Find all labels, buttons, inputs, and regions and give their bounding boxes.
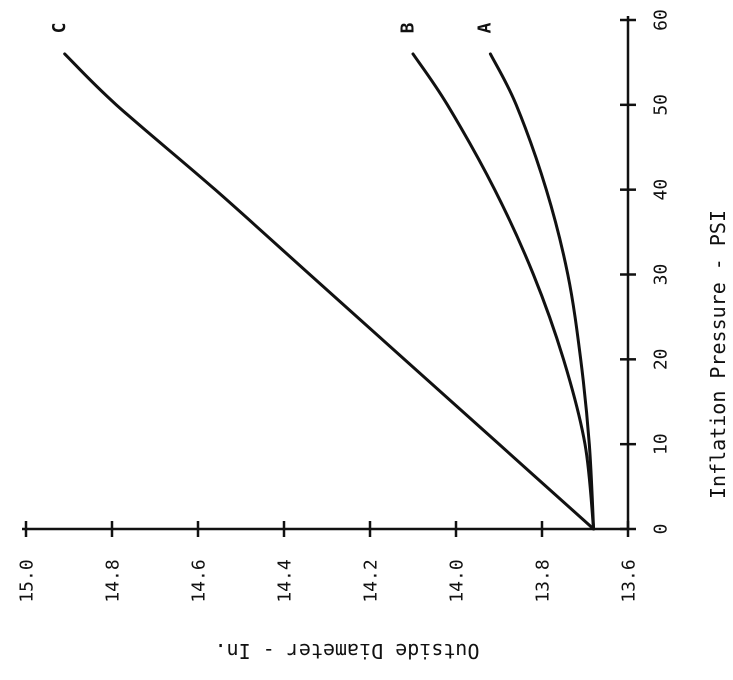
pressure-tick-label: 0 [650, 524, 671, 535]
pressure-tick-label: 50 [650, 94, 671, 116]
pressure-tick-label: 60 [650, 9, 671, 31]
series-label-a: A [475, 22, 496, 33]
diameter-tick-label: 14.8 [102, 559, 123, 602]
pressure-tick-label: 30 [650, 264, 671, 286]
pressure-tick-label: 40 [650, 179, 671, 201]
series-label-b: B [397, 22, 418, 33]
series-line-a [488, 52, 596, 531]
pressure-tick-label: 10 [650, 433, 671, 455]
y-axis-title: Outside Diameter - In. [215, 639, 480, 663]
diameter-tick-label: 14.2 [360, 559, 381, 602]
diameter-tick-label: 13.8 [532, 559, 553, 602]
diameter-tick-label: 15.0 [16, 559, 37, 602]
x-axis-title: Inflation Pressure - PSI [706, 210, 730, 499]
series-line-b [411, 52, 596, 531]
diameter-tick-label: 14.0 [446, 559, 467, 602]
series-line-c [63, 52, 596, 531]
diameter-tick-label: 14.4 [274, 559, 295, 602]
diameter-tick-label: 14.6 [188, 559, 209, 602]
pressure-tick-label: 20 [650, 348, 671, 370]
series-label-c: C [49, 23, 70, 34]
diameter-tick-label: 13.6 [618, 559, 639, 602]
